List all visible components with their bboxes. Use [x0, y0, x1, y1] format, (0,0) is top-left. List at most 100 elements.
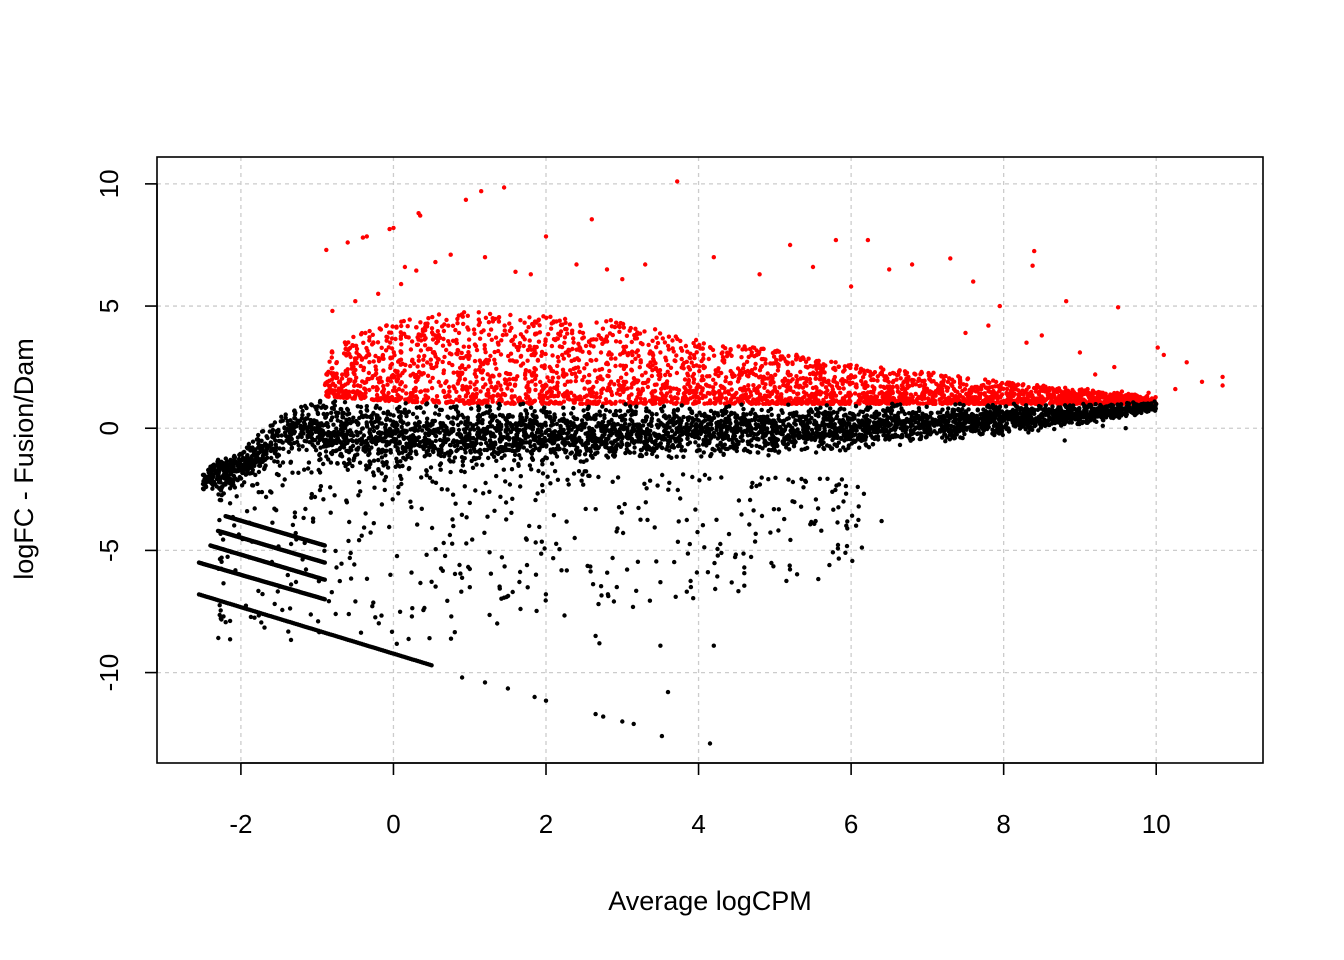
- up-regulated-point: [863, 396, 869, 401]
- up-regulated-point: [545, 395, 550, 401]
- up-regulated-point: [720, 344, 726, 349]
- point: [328, 418, 334, 423]
- up-regulated-point: [650, 363, 655, 368]
- up-regulated-point: [727, 351, 732, 356]
- point: [497, 401, 502, 407]
- up-regulated-point: [618, 352, 623, 357]
- up-regulated-point: [388, 379, 394, 384]
- up-regulated-point: [723, 396, 729, 401]
- up-regulated-point: [515, 374, 520, 379]
- point: [581, 408, 586, 413]
- up-regulated-point: [442, 322, 447, 327]
- up-regulated-point: [541, 394, 546, 399]
- up-regulated-point: [392, 385, 397, 390]
- up-regulated-point: [785, 378, 790, 383]
- up-regulated-point: [568, 368, 573, 373]
- up-regulated-point: [960, 388, 965, 394]
- point: [273, 438, 278, 443]
- up-regulated-point: [604, 339, 610, 344]
- up-regulated-point: [882, 377, 887, 383]
- up-regulated-point: [518, 354, 523, 359]
- up-regulated-point: [542, 342, 548, 347]
- up-regulated-point: [540, 401, 545, 406]
- up-regulated-point: [503, 370, 509, 376]
- up-regulated-point: [608, 400, 614, 406]
- up-regulated-point: [549, 343, 555, 349]
- up-regulated-point: [786, 353, 791, 359]
- up-regulated-point: [638, 340, 644, 346]
- up-regulated-point: [534, 331, 539, 336]
- up-regulated-point: [765, 393, 770, 399]
- up-regulated-point: [666, 347, 671, 352]
- point: [568, 451, 573, 456]
- up-regulated-point: [460, 363, 465, 368]
- up-regulated-point: [801, 390, 807, 395]
- up-regulated-point: [453, 327, 458, 333]
- up-regulated-point: [1030, 400, 1035, 406]
- up-regulated-point: [749, 368, 755, 373]
- up-regulated-point: [466, 337, 472, 342]
- up-regulated-point: [544, 383, 549, 388]
- up-regulated-point: [703, 382, 709, 387]
- up-regulated-point: [761, 396, 766, 401]
- up-regulated-point: [391, 397, 396, 403]
- up-regulated-point: [582, 394, 587, 400]
- up-regulated-point: [880, 394, 886, 399]
- up-regulated-point: [375, 340, 381, 345]
- up-regulated-point: [446, 384, 452, 390]
- point: [749, 443, 754, 448]
- up-regulated-point: [564, 326, 569, 332]
- up-regulated-point: [413, 379, 419, 384]
- up-regulated-point: [554, 383, 560, 389]
- up-regulated-point: [747, 346, 753, 352]
- point: [634, 404, 639, 409]
- up-regulated-point: [943, 373, 948, 379]
- up-regulated-point: [474, 391, 479, 397]
- up-regulated-point: [484, 392, 489, 397]
- up-regulated-point: [345, 367, 350, 372]
- up-regulated-point: [388, 355, 393, 360]
- up-regulated-point: [880, 399, 885, 404]
- up-regulated-point: [748, 400, 753, 405]
- up-regulated-point: [785, 381, 791, 387]
- up-regulated-point: [582, 386, 587, 391]
- up-regulated-point: [536, 339, 542, 344]
- up-regulated-point: [823, 363, 828, 368]
- up-regulated-point: [1035, 383, 1040, 388]
- up-regulated-point: [987, 380, 992, 385]
- up-regulated-point: [795, 391, 800, 397]
- up-regulated-point: [682, 391, 687, 396]
- up-regulated-point: [890, 389, 895, 394]
- up-regulated-point: [404, 391, 409, 396]
- point: [730, 440, 735, 446]
- up-regulated-point: [396, 394, 401, 399]
- up-regulated-point: [333, 383, 338, 389]
- up-regulated-point: [425, 395, 431, 400]
- up-regulated-point: [700, 346, 705, 351]
- up-regulated-point: [422, 353, 427, 359]
- point: [682, 448, 688, 453]
- up-regulated-point: [504, 332, 509, 337]
- up-regulated-point: [674, 370, 680, 376]
- point: [759, 407, 764, 413]
- up-regulated-point: [497, 373, 502, 378]
- up-regulated-point: [425, 360, 430, 365]
- up-regulated-point: [494, 385, 499, 391]
- up-regulated-point: [476, 322, 481, 328]
- up-regulated-point: [995, 395, 1001, 400]
- up-regulated-point: [740, 347, 745, 352]
- point: [693, 440, 698, 445]
- up-regulated-point: [606, 374, 611, 379]
- up-regulated-point: [431, 399, 436, 404]
- up-regulated-point: [884, 395, 890, 401]
- up-regulated-point: [380, 352, 386, 358]
- up-regulated-point: [367, 338, 372, 343]
- up-regulated-point: [633, 326, 638, 331]
- up-regulated-point: [824, 394, 829, 400]
- up-regulated-point: [635, 348, 640, 353]
- up-regulated-point: [623, 344, 629, 349]
- up-regulated-point: [865, 368, 870, 373]
- up-regulated-point: [560, 352, 565, 358]
- up-regulated-point: [477, 336, 483, 341]
- up-regulated-point: [492, 361, 498, 366]
